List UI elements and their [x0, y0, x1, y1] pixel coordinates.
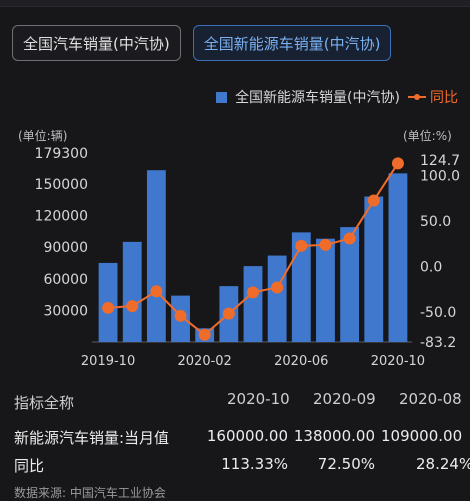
yoy-point-2020-10	[391, 157, 404, 170]
y-right-min-label: -83.2	[420, 335, 456, 351]
left-axis-unit: (单位:辆)	[18, 129, 68, 143]
tab-nev-sales[interactable]: 全国新能源车销量(中汽协)	[192, 25, 392, 61]
legend-line-label: 同比	[430, 90, 458, 106]
yoy-point-2020-09	[367, 194, 380, 207]
y-right-tick-label: 0.0	[420, 259, 442, 275]
bar-2019-12	[146, 170, 166, 342]
x-tick-label: 2019-10	[81, 354, 135, 369]
y-right-tick-label: 50.0	[420, 214, 451, 230]
sales-chart: 30000 60000 90000 120000 150000 179300 -50.0 0.…	[35, 146, 461, 369]
bar-2019-11	[122, 241, 142, 342]
yoy-point-2020-06	[295, 239, 308, 252]
bar-2020-08	[340, 227, 360, 342]
y-left-tick-label: 60000	[43, 272, 88, 288]
bar-2020-09	[364, 196, 384, 342]
y-left-tick-label: 150000	[35, 177, 88, 193]
period-col-1: 2020-10	[227, 390, 290, 408]
bar-2020-06	[291, 232, 311, 342]
row-label-nev-sales: 新能源汽车销量:当月值	[14, 429, 170, 447]
cell-yoy-2020-10: 113.33%	[221, 455, 288, 473]
y-left-max-label: 179300	[35, 146, 88, 162]
y-right-tick-label: -50.0	[420, 305, 456, 321]
legend-bar-label: 全国新能源车销量(中汽协)	[235, 90, 400, 106]
yoy-point-2020-05	[271, 281, 284, 294]
line-swatch	[408, 92, 426, 102]
bar-2020-04	[243, 266, 263, 342]
cell-sales-2020-10: 160000.00	[206, 427, 288, 445]
yoy-point-2020-03	[222, 307, 235, 320]
chart-legend: 全国新能源车销量(中汽协) 同比	[216, 87, 458, 107]
right-axis-unit: (单位:%)	[403, 129, 452, 143]
bar-2020-10	[388, 173, 408, 342]
yoy-point-2020-02	[198, 328, 211, 341]
tab-bar: 全国汽车销量(中汽协) 全国新能源车销量(中汽协)	[12, 25, 392, 61]
indicator-header: 指标全称	[14, 394, 75, 412]
yoy-point-2020-01	[174, 309, 187, 322]
y-right-tick-label: 100.0	[420, 168, 460, 184]
y-left-tick-label: 90000	[43, 240, 88, 256]
y-left-tick-label: 120000	[35, 209, 88, 225]
yoy-point-2020-07	[319, 238, 332, 251]
cell-sales-2020-08: 109000.00	[381, 427, 463, 445]
cell-yoy-2020-08: 28.24%	[416, 455, 470, 473]
y-left-tick-label: 30000	[43, 303, 88, 319]
yoy-point-2019-10	[102, 301, 115, 314]
yoy-point-2019-12	[150, 285, 163, 298]
yoy-point-2020-08	[343, 232, 356, 245]
row-label-yoy: 同比	[14, 457, 45, 475]
bar-2020-07	[316, 238, 335, 342]
y-right-max-label: 124.7	[420, 153, 460, 169]
x-tick-label: 2020-10	[371, 354, 425, 369]
x-tick-label: 2020-06	[274, 354, 328, 369]
yoy-point-2019-11	[126, 300, 139, 313]
cell-yoy-2020-09: 72.50%	[317, 455, 375, 473]
bar-2020-05	[267, 255, 287, 342]
period-col-2: 2020-09	[313, 390, 376, 408]
bar-swatch	[216, 91, 228, 103]
tab-national-auto-sales[interactable]: 全国汽车销量(中汽协)	[12, 25, 181, 61]
data-source: 数据来源: 中国汽车工业协会	[14, 486, 166, 500]
yoy-point-2020-04	[247, 286, 259, 299]
cell-sales-2020-09: 138000.00	[293, 427, 375, 445]
period-col-3: 2020-08	[399, 390, 462, 408]
top-divider	[0, 0, 470, 7]
x-tick-label: 2020-02	[178, 354, 232, 369]
